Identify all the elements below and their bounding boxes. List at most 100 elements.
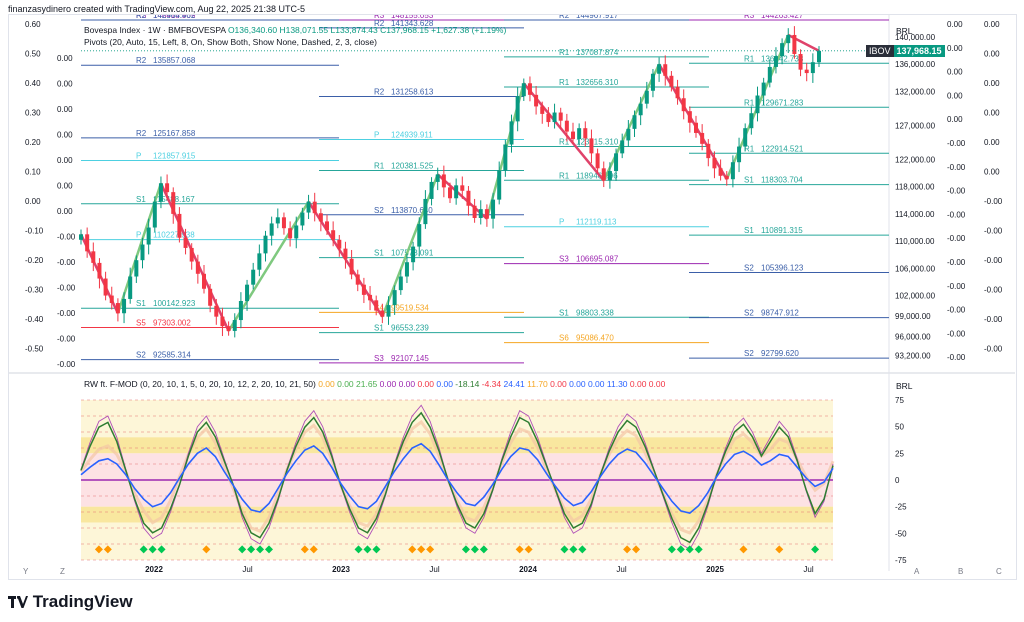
pivot-label: S1 <box>559 308 569 317</box>
pivot-price: 124939.911 <box>391 130 433 139</box>
osc-signal-diamond <box>417 545 426 554</box>
price-axis-tick: 118,000.00 <box>895 183 935 192</box>
corner-y-button[interactable]: Y <box>23 567 29 576</box>
x-axis-label: Jul <box>616 565 626 574</box>
pivot-label: R1 <box>559 48 570 57</box>
oscillator-legend[interactable]: RW ft. F-MOD (0, 20, 10, 1, 5, 0, 20, 10… <box>84 379 665 389</box>
right-axis-tick: -0.00 <box>947 187 966 196</box>
oscillator-legend-value: 0.00 <box>334 379 354 389</box>
corner-z-button[interactable]: Z <box>60 567 65 576</box>
oscillator-legend-value: 11.30 <box>604 379 628 389</box>
candle <box>398 276 403 291</box>
candle <box>134 260 139 277</box>
osc-signal-diamond <box>667 545 676 554</box>
pivot-price: 129671.283 <box>761 98 804 107</box>
candle <box>460 185 465 191</box>
pivot-label: R1 <box>744 98 755 107</box>
last-price-tag: IBOV 137,968.15 <box>866 44 945 58</box>
candle <box>435 174 440 182</box>
pivot-label: R3 <box>374 15 385 20</box>
left-axis-tick: -0.10 <box>25 227 44 236</box>
pivot-price: 123915.310 <box>576 137 619 146</box>
pivot-price: 125167.858 <box>153 129 196 138</box>
candle <box>202 273 206 289</box>
tradingview-logo[interactable]: TradingView <box>8 592 133 612</box>
price-axis-tick: 99,000.00 <box>895 312 931 321</box>
candle <box>503 144 508 171</box>
candle <box>466 190 471 206</box>
pivot-price: 95086.470 <box>576 334 614 343</box>
candle <box>472 205 477 218</box>
candle <box>798 54 803 70</box>
osc-signal-diamond <box>202 545 211 554</box>
candle <box>361 284 366 295</box>
oscillator-legend-value: 0.00 <box>396 379 416 389</box>
candle <box>349 258 354 275</box>
pivot-price: 98747.912 <box>761 309 799 318</box>
osc-signal-diamond <box>148 545 157 554</box>
right-axis-tick: 0.00 <box>984 50 1000 59</box>
price-axis-tick: 96,000.00 <box>895 332 931 341</box>
pivot-price: 144967.917 <box>576 15 619 20</box>
candle <box>454 185 459 199</box>
corner-a-button[interactable]: A <box>914 567 920 576</box>
candle <box>515 96 520 122</box>
candle <box>614 153 619 172</box>
candle <box>374 300 379 311</box>
pivot-label: R1 <box>744 54 755 63</box>
osc-axis-tick: -75 <box>895 556 907 565</box>
pivot-label: S2 <box>136 351 146 360</box>
osc-signal-diamond <box>256 545 265 554</box>
candle <box>810 62 815 74</box>
pivot-label: S2 <box>744 309 754 318</box>
candle <box>331 230 336 240</box>
osc-axis-tick: 75 <box>895 396 904 405</box>
candle <box>552 112 557 123</box>
left-axis-tick: -0.00 <box>57 233 76 242</box>
candle <box>269 223 274 236</box>
candle <box>312 201 317 214</box>
pivot-label: R1 <box>559 78 570 87</box>
oscillator-legend-value: 0.00 <box>434 379 453 389</box>
currency-label-bottom[interactable]: BRL <box>896 381 913 391</box>
symbol-info[interactable]: Bovespa Index · 1W · BMFBOVESPA O136,340… <box>84 25 506 35</box>
candle <box>386 305 391 317</box>
last-price-symbol: IBOV <box>866 44 894 57</box>
left-axis-tick: 0.50 <box>25 50 41 59</box>
candle <box>546 113 551 123</box>
osc-signal-diamond <box>775 545 784 554</box>
osc-signal-diamond <box>238 545 247 554</box>
symbol-name[interactable]: Bovespa Index · 1W · BMFBOVESPA <box>84 25 226 35</box>
x-axis-label: 2025 <box>706 565 724 574</box>
candle <box>79 234 83 240</box>
corner-b-button[interactable]: B <box>958 567 964 576</box>
osc-signal-diamond <box>103 545 112 554</box>
candle <box>238 301 243 321</box>
left-axis-tick: 0.10 <box>25 168 41 177</box>
candle <box>177 213 182 238</box>
corner-c-button[interactable]: C <box>996 567 1002 576</box>
candle <box>411 246 416 263</box>
x-axis-label: 2024 <box>519 565 537 574</box>
candle <box>484 209 489 219</box>
candle <box>583 128 588 139</box>
pivots-indicator-label[interactable]: Pivots (20, Auto, 15, Left, 8, On, Show … <box>84 37 377 47</box>
oscillator-legend-value: 0.00 <box>377 379 397 389</box>
right-axis-tick: 0.00 <box>947 68 963 77</box>
osc-fast-line <box>80 404 834 550</box>
osc-signal-diamond <box>560 545 569 554</box>
pivot-price: 120381.525 <box>391 161 434 170</box>
candle <box>644 90 649 104</box>
pivot-label: S6 <box>559 334 569 343</box>
left-axis-tick: -0.00 <box>57 284 76 293</box>
right-axis-tick: 0.00 <box>984 109 1000 118</box>
left-axis-tick: 0.00 <box>57 182 73 191</box>
candle <box>140 244 145 261</box>
currency-label-top[interactable]: BRL <box>896 26 913 36</box>
pivot-price: 121857.915 <box>153 151 196 160</box>
right-axis-tick: 0.00 <box>984 168 1000 177</box>
pivot-label: S1 <box>374 249 384 258</box>
candle <box>183 237 188 248</box>
candle <box>257 253 262 270</box>
chart-canvas[interactable]: R3 148418.909 R3 148155.053 R2 144967.917 R3 14… <box>9 15 1015 579</box>
